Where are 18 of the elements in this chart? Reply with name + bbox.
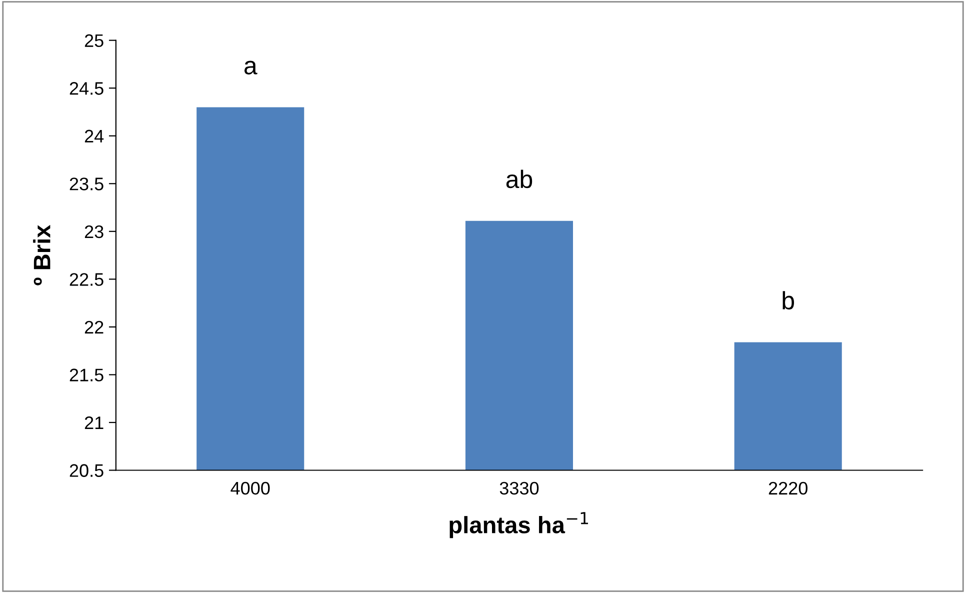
y-tick-label: 21.5 [70, 368, 104, 382]
y-tick-label: 22.5 [70, 273, 104, 286]
y-tick-label: 22 [84, 320, 104, 334]
annotation: a [244, 60, 258, 74]
x-tick-label: 3330 [500, 482, 539, 495]
y-tick-label: 25 [84, 34, 104, 48]
y-tick-label: 20.5 [70, 464, 104, 477]
y-tick-label: 21 [84, 416, 104, 430]
x-tick-label: 2220 [768, 482, 808, 495]
y-tick-label: 24.5 [70, 82, 104, 95]
y-axis-title: º Brix [33, 224, 50, 286]
y-tick-label: 24 [84, 130, 104, 142]
annotation: ab [506, 170, 532, 188]
annotation: b [782, 291, 794, 310]
x-tick-label: 4000 [230, 482, 270, 495]
y-tick-label: 23.5 [70, 178, 104, 190]
x-axis-title: plantas ha$^{−1}$ [450, 512, 588, 538]
y-tick-label: 23 [84, 225, 104, 238]
